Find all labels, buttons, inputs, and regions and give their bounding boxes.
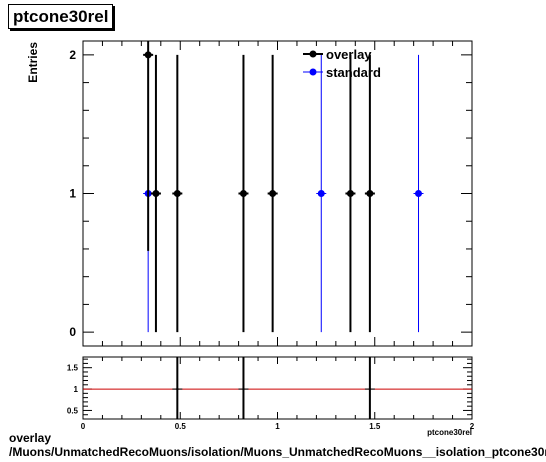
overlay-point — [144, 51, 152, 59]
ratio-y-tick-label: 1.5 — [67, 364, 79, 373]
ratio-y-tick-labels: 0.5 1 1.5 — [67, 364, 79, 416]
ratio-y-tick-label: 0.5 — [67, 406, 79, 415]
main-axis-ticks — [82, 41, 473, 346]
main-y-tick-label: 2 — [69, 48, 76, 62]
main-data-marks — [143, 41, 424, 333]
main-y-tick-labels: 0 1 2 — [69, 48, 76, 339]
overlay-point — [173, 190, 181, 197]
main-y-tick-label: 0 — [69, 325, 76, 339]
histogram-title: ptcone30rel — [8, 4, 114, 29]
y-axis-title: Entries — [26, 42, 40, 83]
caption-line-1: overlay — [9, 431, 52, 445]
overlay-point — [366, 190, 374, 197]
legend-label-overlay: overlay — [326, 47, 372, 62]
ratio-y-tick-label: 1 — [74, 385, 79, 394]
x-tick-label: 0.5 — [175, 422, 187, 431]
overlay-point — [239, 190, 247, 197]
x-tick-label: 1.5 — [369, 422, 381, 431]
standard-point — [317, 190, 325, 197]
ratio-point — [176, 387, 179, 391]
ratio-point — [368, 387, 372, 391]
caption: overlay /Muons/UnmatchedRecoMuons/isolat… — [9, 431, 546, 459]
legend-entry-overlay: overlay — [303, 47, 372, 62]
legend-marker-standard — [309, 68, 317, 76]
x-tick-labels: 0 0.5 1 1.5 2 — [81, 422, 475, 431]
x-axis-title: ptcone30rel — [427, 428, 472, 437]
main-y-tick-label: 1 — [69, 187, 76, 201]
caption-line-2: /Muons/UnmatchedRecoMuons/isolation/Muon… — [9, 445, 546, 459]
ratio-plot-panel: 0.511.5 0 0.5 1 1.5 2 ptcone30rel — [67, 356, 475, 437]
ratio-point — [242, 387, 245, 391]
legend: overlay standard — [303, 47, 381, 80]
x-tick-label: 1 — [275, 422, 280, 431]
main-plot-panel: 0 1 2 Entries overlay standard — [26, 40, 473, 347]
overlay-point — [269, 190, 277, 197]
legend-label-standard: standard — [326, 65, 381, 80]
x-tick-label: 0 — [81, 422, 86, 431]
standard-point — [415, 190, 423, 197]
overlay-point — [152, 190, 160, 197]
x-tick-label: 2 — [470, 422, 475, 431]
ratio-axis-ticks — [82, 357, 473, 419]
legend-marker-overlay — [309, 50, 317, 58]
ratio-plot-frame — [82, 356, 473, 420]
legend-entry-standard: standard — [303, 65, 381, 80]
ratio-data-marks — [172, 357, 375, 419]
overlay-point — [346, 190, 354, 197]
